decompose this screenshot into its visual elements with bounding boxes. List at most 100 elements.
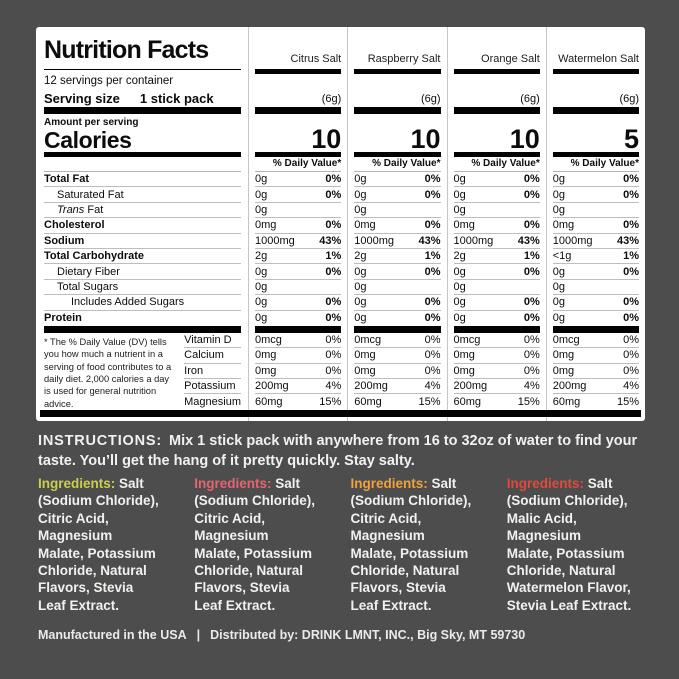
nutrient-name-row: Trans Fat bbox=[44, 203, 241, 219]
nutrient-value-rows: 0g 0% 0g 0% 0g 0mg 0% 1000mg 43% 2g 1% 0g 0% 0g 0g 0% 0g… bbox=[354, 172, 441, 326]
micronutrient-name: Magnesium bbox=[184, 396, 241, 409]
nutrient-dv: 0% bbox=[424, 173, 441, 186]
micronutrient-value-row: 200mg 4% bbox=[453, 379, 540, 395]
micronutrient-value-row: 0mg 0% bbox=[255, 364, 342, 380]
distributor-text: Distributed by: DRINK LMNT, INC., Big Sk… bbox=[210, 628, 526, 642]
micronutrient-dv: 4% bbox=[623, 380, 639, 393]
thick-bar bbox=[255, 152, 342, 157]
nutrient-amount: 0g bbox=[255, 312, 268, 325]
calories-value: 10 bbox=[410, 124, 441, 154]
nutrient-value-rows: 0g 0% 0g 0% 0g 0mg 0% 1000mg 43% 2g 1% 0g 0% 0g 0g 0% 0g… bbox=[453, 172, 540, 326]
nutrient-name: Protein bbox=[44, 312, 82, 325]
section-bar bbox=[453, 325, 540, 333]
nutrient-value-row: 1000mg 43% bbox=[354, 234, 441, 249]
micronutrient-amount: 0mg bbox=[453, 364, 475, 377]
nutrient-amount: 0g bbox=[453, 312, 466, 325]
ingredients-line: Chloride, Natural bbox=[194, 563, 304, 579]
ingredients-line: Citric Acid, bbox=[194, 510, 266, 526]
serving-weight: (6g) bbox=[420, 93, 441, 105]
micronutrient-value-row: 60mg 15% bbox=[255, 394, 341, 409]
ingredients-heading: Ingredients: bbox=[38, 476, 116, 491]
nutrient-dv: 43% bbox=[616, 234, 639, 247]
nutrient-dv: 0% bbox=[424, 296, 441, 309]
daily-value-header: % Daily Value* bbox=[453, 157, 540, 172]
serving-weight: (6g) bbox=[520, 93, 540, 105]
thick-bar bbox=[552, 69, 639, 74]
nutrient-value-row: <1g 1% bbox=[552, 249, 639, 265]
micronutrient-dv: 0% bbox=[523, 334, 540, 347]
nutrient-amount: 0g bbox=[453, 296, 466, 309]
micronutrient-name-row: Calcium bbox=[184, 348, 241, 364]
nutrient-value-row: 0g 0% bbox=[255, 295, 342, 311]
flavor-column-raspberry-salt: Raspberry Salt (6g) 10% Daily Value* 0g 0% 0g… bbox=[347, 27, 446, 421]
nutrient-dv: 0% bbox=[523, 296, 540, 309]
micronutrient-dv: 0% bbox=[424, 364, 441, 377]
micronutrient-dv: 0% bbox=[424, 334, 441, 347]
micronutrient-value-row: 0mg 0% bbox=[354, 364, 441, 380]
micronutrient-value-row: 60mg 15% bbox=[354, 394, 440, 409]
flavor-column-watermelon-salt: Watermelon Salt (6g) 5% Daily Value* 0g 0% 0g… bbox=[545, 27, 645, 421]
calories-value: 10 bbox=[311, 124, 342, 154]
nutrient-dv: 0% bbox=[424, 188, 441, 201]
nutrient-name-row: Dietary Fiber bbox=[44, 264, 241, 280]
micronutrient-value-row: 0mg 0% bbox=[552, 364, 639, 380]
thick-bar bbox=[552, 107, 639, 114]
nutrient-dv: 0% bbox=[325, 296, 342, 309]
ingredients-line: Magnesium bbox=[38, 528, 113, 544]
micronutrient-value-row: 0mg 0% bbox=[354, 348, 441, 364]
nutrient-dv: 0% bbox=[623, 173, 639, 186]
nutrient-amount: 0g bbox=[255, 203, 268, 216]
thick-bar bbox=[453, 152, 540, 157]
thick-bar bbox=[354, 69, 441, 74]
nutrient-amount: 0g bbox=[552, 296, 565, 309]
micronutrient-amount: 0mg bbox=[255, 364, 277, 377]
nutrient-dv: 0% bbox=[623, 296, 639, 309]
divider: | bbox=[196, 628, 201, 642]
nutrient-name-row: Cholesterol bbox=[44, 218, 241, 234]
nutrient-dv: 43% bbox=[319, 234, 342, 247]
ingredients-line: Malate, Potassium bbox=[194, 545, 313, 561]
ingredients-orange-salt: Ingredients: Salt (Sodium Chloride), Citri… bbox=[351, 475, 489, 614]
nutrient-amount: 0mg bbox=[552, 219, 575, 232]
nutrient-amount: 0g bbox=[354, 203, 367, 216]
micronutrient-dv: 0% bbox=[623, 364, 639, 377]
nutrient-value-row: 0g 0% bbox=[552, 264, 639, 280]
ingredients-line: Citric Acid, bbox=[38, 510, 109, 526]
nutrient-value-row: 2g 1% bbox=[255, 249, 342, 265]
micronutrient-name-row: Potassium bbox=[184, 379, 241, 395]
micronutrient-value-row: 0mcg 0% bbox=[354, 333, 441, 349]
micronutrient-amount: 0mcg bbox=[552, 334, 580, 347]
nutrient-dv: 0% bbox=[424, 312, 441, 325]
nutrient-amount: <1g bbox=[552, 250, 572, 263]
nutrient-dv: 0% bbox=[325, 173, 342, 186]
micronutrient-amount: 0mcg bbox=[255, 334, 282, 347]
nutrient-value-row: 0g 0% bbox=[453, 295, 540, 311]
nutrient-amount: 1000mg bbox=[552, 234, 593, 247]
micronutrient-amount: 0mg bbox=[354, 364, 376, 377]
nutrient-amount: 0mg bbox=[453, 219, 475, 232]
nutrient-value-row: 0g 0% bbox=[453, 264, 540, 280]
nutrient-name: Dietary Fiber bbox=[57, 265, 120, 278]
section-bar bbox=[354, 325, 441, 333]
nutrition-facts-left-column: Nutrition Facts 12 servings per containe… bbox=[36, 27, 248, 421]
micronutrient-value-rows: 0mcg 0% 0mg 0% 0mg 0% 200mg 4% 60mg 15% bbox=[255, 333, 342, 410]
ingredients-line: (Sodium Chloride), bbox=[194, 493, 315, 509]
ingredients-raspberry-salt: Ingredients: Salt (Sodium Chloride), Citri… bbox=[194, 475, 332, 614]
nutrient-value-row: 0g 0% bbox=[552, 187, 639, 203]
ingredients-line: Flavors, Stevia bbox=[38, 580, 134, 596]
nutrient-value-row: 0g bbox=[552, 280, 639, 296]
micronutrient-value-rows: 0mcg 0% 0mg 0% 0mg 0% 200mg 4% 60mg 15% bbox=[354, 333, 441, 410]
ingredients-line: Chloride, Natural bbox=[38, 563, 147, 579]
nutrient-value-row: 0g 0% bbox=[454, 311, 540, 326]
micronutrient-dv: 0% bbox=[325, 334, 342, 347]
serving-size-label: Serving size bbox=[44, 91, 120, 106]
nutrient-value-row: 0g 0% bbox=[552, 295, 639, 311]
micronutrient-amount: 60mg bbox=[255, 396, 283, 409]
nutrient-amount: 0g bbox=[453, 280, 466, 293]
micronutrient-amount: 0mg bbox=[354, 349, 376, 362]
nutrient-dv: 0% bbox=[523, 265, 540, 278]
ingredients-line: Flavors, Stevia bbox=[194, 580, 290, 596]
nutrient-dv: 0% bbox=[623, 312, 639, 325]
nutrient-value-row: 0g bbox=[255, 203, 342, 219]
ingredients-citrus-salt: Ingredients: Salt (Sodium Chloride), Citri… bbox=[38, 475, 176, 614]
